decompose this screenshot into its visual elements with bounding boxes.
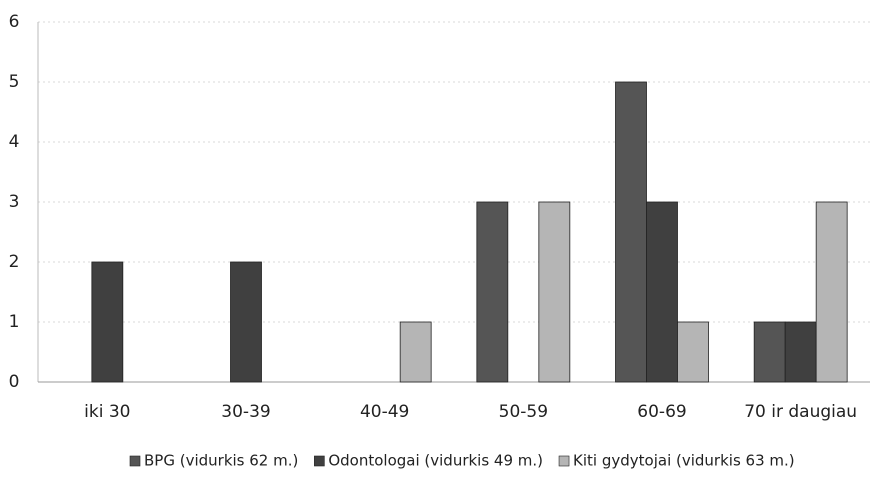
x-tick-label: iki 30	[84, 402, 130, 422]
x-tick-label: 50-59	[499, 402, 548, 422]
y-tick-label: 0	[9, 372, 20, 392]
bar	[230, 261, 262, 383]
x-tick-label: 70 ir daugiau	[744, 402, 857, 422]
bar	[753, 321, 786, 383]
bar	[538, 201, 571, 383]
legend-label: BPG (vidurkis 62 m.)	[144, 452, 298, 470]
y-tick-label: 3	[9, 192, 20, 212]
y-tick-label: 6	[9, 12, 20, 32]
legend-label: Odontologai (vidurkis 49 m.)	[328, 452, 543, 470]
legend-swatch	[129, 455, 141, 467]
bar	[677, 321, 709, 383]
x-tick-label: 30-39	[221, 402, 270, 422]
legend-swatch	[314, 455, 325, 467]
legend-swatch	[558, 455, 570, 467]
legend: BPG (vidurkis 62 m.) Odontologai (vidurki…	[129, 452, 795, 470]
bar	[646, 201, 678, 383]
bar	[91, 261, 124, 383]
y-tick-label: 2	[9, 252, 20, 272]
y-tick-label: 5	[9, 72, 20, 92]
bar	[815, 201, 848, 383]
y-tick-label: 4	[9, 132, 20, 152]
bar	[615, 81, 647, 383]
bar	[784, 321, 817, 383]
x-tick-label: 60-69	[637, 402, 686, 422]
x-tick-label: 40-49	[360, 402, 409, 422]
legend-label: Kiti gydytojai (vidurkis 63 m.)	[573, 452, 795, 470]
bar	[399, 321, 432, 383]
y-tick-label: 1	[9, 312, 20, 332]
bar	[476, 201, 509, 383]
